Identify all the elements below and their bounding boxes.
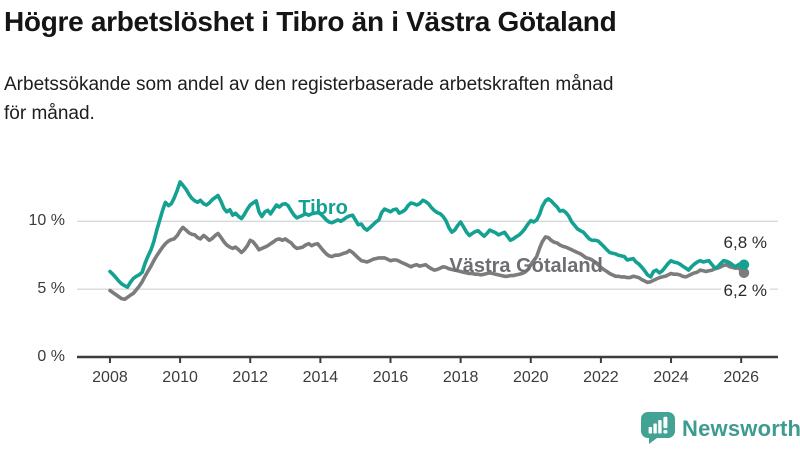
page-title: Högre arbetslöshet i Tibro än i Västra G… <box>4 6 617 37</box>
y-axis-label-10pct: 10 % <box>28 212 65 230</box>
series-end-dot-tibro <box>738 259 750 270</box>
y-axis-label-5pct: 5 % <box>37 280 65 298</box>
end-value-label-v-stra-g-taland: 6,2 % <box>720 279 770 302</box>
x-axis-label-2012: 2012 <box>232 369 269 386</box>
series-label-v-stra-g-taland: Västra Götaland <box>449 255 603 278</box>
x-axis-label-2022: 2022 <box>583 369 619 386</box>
x-axis-label-2020: 2020 <box>512 369 549 386</box>
chart-subtitle: Arbetssökande som andel av den registerb… <box>4 70 613 128</box>
end-value-label-tibro: 6,8 % <box>720 231 770 254</box>
bar-chart-speech-bubble-icon <box>641 412 675 444</box>
y-axis-label-0pct: 0 % <box>37 348 65 365</box>
series-end-dot-v-stra-g-taland <box>738 267 750 279</box>
mini-bar-chart-glyph <box>648 416 668 434</box>
series-label-tibro: Tibro <box>298 196 348 219</box>
x-axis-label-2026: 2026 <box>723 369 759 386</box>
x-axis-label-2008: 2008 <box>92 369 128 386</box>
x-axis-label-2024: 2024 <box>653 369 689 386</box>
x-axis-label-2010: 2010 <box>162 369 198 386</box>
speech-bubble-shape <box>641 412 675 444</box>
chart-subtitle-line1: Arbetssökande som andel av den registerb… <box>4 74 614 95</box>
newsworthy-logo-text: Newsworthy <box>682 415 800 441</box>
series-line-tibro <box>108 180 746 289</box>
x-axis-label-2014: 2014 <box>302 369 339 386</box>
chart-subtitle-line2: för månad. <box>4 103 95 124</box>
x-axis-label-2018: 2018 <box>442 369 479 386</box>
x-axis-label-2016: 2016 <box>372 369 409 386</box>
series-line-v-stra-g-taland <box>108 225 746 302</box>
newsworthy-logo: Newsworthy <box>641 412 800 445</box>
